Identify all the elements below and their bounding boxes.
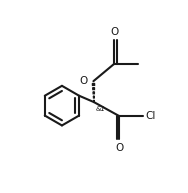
Polygon shape (92, 83, 95, 85)
Text: Cl: Cl (146, 111, 156, 121)
Polygon shape (93, 88, 95, 90)
Text: &1: &1 (96, 106, 105, 112)
Text: O: O (110, 27, 118, 37)
Text: O: O (115, 143, 124, 153)
Text: O: O (80, 76, 88, 86)
Polygon shape (93, 96, 94, 98)
Polygon shape (93, 92, 94, 94)
